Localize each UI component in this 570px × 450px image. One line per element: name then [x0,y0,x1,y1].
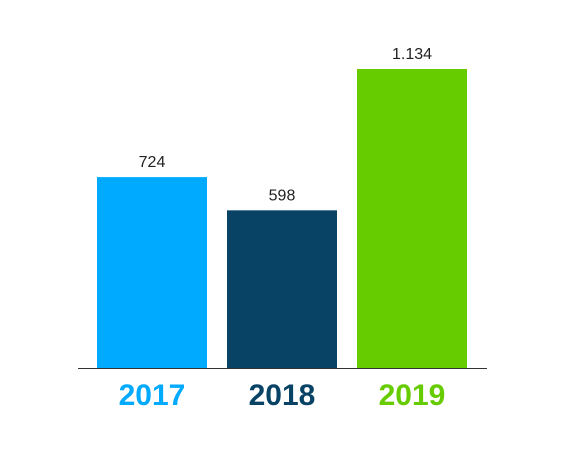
category-label-2017: 2017 [119,379,186,412]
value-labels-group: 724 598 1.134 [139,46,432,204]
category-label-2019: 2019 [379,379,446,412]
bar-2019 [357,69,467,368]
bar-2017 [97,177,207,368]
value-label-2018: 598 [269,187,296,204]
bar-2018 [227,210,337,368]
category-label-2018: 2018 [249,379,316,412]
category-labels-group: 2017 2018 2019 [119,379,446,412]
value-label-2019: 1.134 [392,46,432,63]
value-label-2017: 724 [139,154,166,171]
bars-group [97,69,467,368]
